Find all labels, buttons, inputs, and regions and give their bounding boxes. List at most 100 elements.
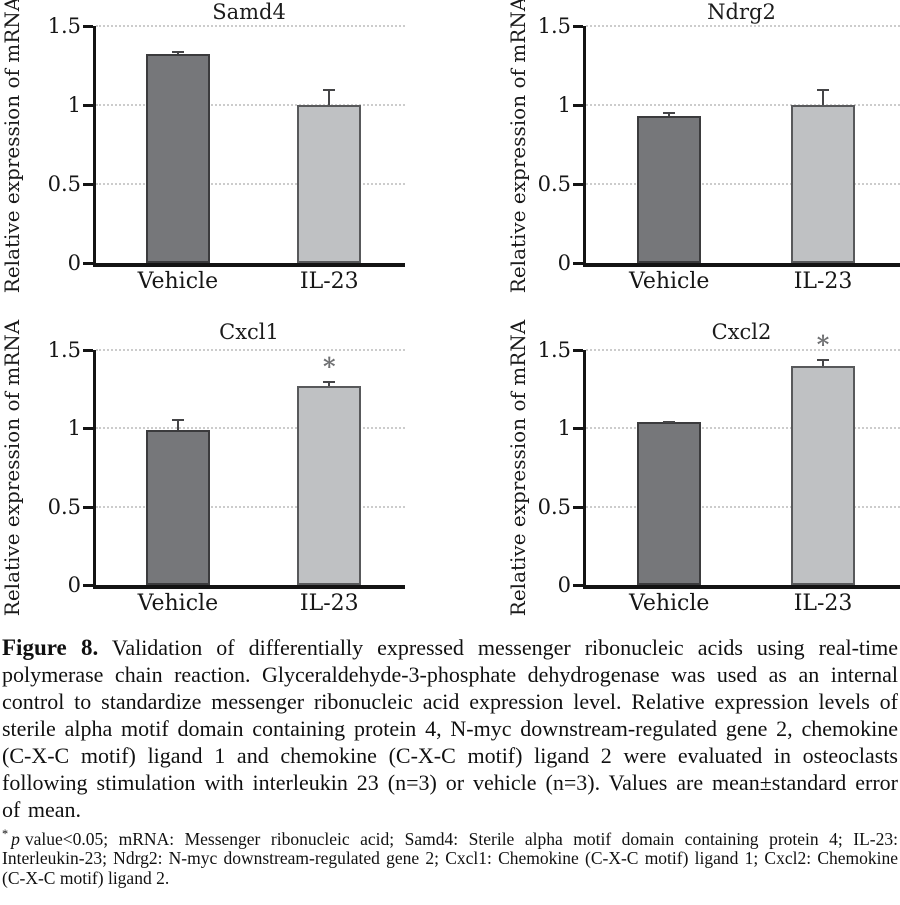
y-axis-label: Relative expression of mRNA [0,0,24,293]
bar-vehicle [637,422,702,585]
y-tick-label: 1.5 [537,14,571,38]
y-tick-label: 1.5 [537,338,571,362]
error-bar [822,89,825,105]
y-tick-mark [573,584,583,587]
significance-asterisk: * [323,352,336,382]
chart-panel-cxcl1: Cxcl1 Relative expression of mRNA * 0 0.5… [0,300,450,628]
y-tick-label: 0 [557,251,571,275]
plot-area [583,25,900,267]
bar-il-23 [791,365,856,585]
x-category-label: Vehicle [137,591,219,616]
error-bar [328,381,331,387]
y-tick-label: 1 [67,93,81,117]
y-gridline [586,349,900,351]
y-tick-mark [83,183,93,186]
error-bar-cap [323,89,336,92]
error-bar [176,418,179,430]
footnote-text: value<0.05; mRNA: Messenger ribonucleic … [2,828,898,888]
chart-panel-samd4: Samd4 Relative expression of mRNA 0 0.5 1 1… [0,0,450,300]
y-tick-mark [573,427,583,431]
y-gridline [586,104,900,106]
y-gridline [96,427,405,430]
x-category-label: IL-23 [299,591,359,616]
chart-title: Cxcl1 [219,320,279,344]
y-tick-mark [573,262,583,265]
error-bar [328,89,331,105]
y-gridline [586,25,900,27]
y-gridline [96,25,405,27]
bar-vehicle [145,429,210,585]
error-bar-cap [171,418,184,421]
x-category-label: IL-23 [299,269,359,294]
y-tick-mark [573,25,583,28]
error-bar-cap [817,89,830,92]
y-tick-mark [573,505,583,509]
y-tick-label: 1.5 [47,14,81,38]
y-tick-label: 0.5 [47,494,81,519]
figure-caption-text: Validation of differentially expressed m… [2,635,898,822]
chart-panel-cxcl2: Cxcl2 Relative expression of mRNA * 0 0.5… [450,300,900,628]
error-bar-cap [171,51,184,54]
y-axis-label-wrap: Relative expression of mRNA [503,319,533,615]
y-axis-label-wrap: Relative expression of mRNA [503,0,533,293]
plot-area: * [583,332,900,589]
y-tick-mark [573,349,583,352]
chart-title: Ndrg2 [707,0,776,24]
y-tick-mark [83,262,93,265]
plot-area [93,25,405,267]
y-tick-mark [83,584,93,587]
error-bar-cap [323,381,336,384]
y-tick-label: 0.5 [537,494,571,519]
y-tick-label: 0 [67,573,81,597]
y-gridline [96,104,405,106]
y-gridline [586,183,900,185]
y-tick-label: 0.5 [47,172,81,196]
y-tick-mark [83,349,93,352]
bar-il-23 [297,105,362,263]
error-bar-cap [663,112,676,115]
y-axis-label: Relative expression of mRNA [506,0,530,293]
error-bar [822,358,825,366]
y-tick-label: 0 [67,251,81,275]
y-axis-label-wrap: Relative expression of mRNA [0,319,27,615]
x-category-label: Vehicle [628,269,710,294]
error-bar-cap [663,420,676,423]
y-tick-label: 1 [557,416,571,441]
x-category-label: IL-23 [793,269,853,294]
y-tick-mark [83,25,93,28]
chart-panel-ndrg2: Ndrg2 Relative expression of mRNA 0 0.5 1 1… [450,0,900,300]
y-gridline [96,183,405,185]
figure-8-chart-grid: Samd4 Relative expression of mRNA 0 0.5 1 1… [0,0,900,628]
footnote-p-symbol: p [11,828,20,849]
figure-caption-label: Figure 8. [2,635,99,660]
y-tick-mark [573,183,583,186]
bar-vehicle [145,54,210,263]
bar-vehicle [637,116,702,263]
y-gridline [586,505,900,508]
figure-caption: Figure 8. Validation of differentially e… [2,634,898,823]
significance-marker: * [2,827,9,841]
y-axis-label-wrap: Relative expression of mRNA [0,0,27,293]
chart-title: Cxcl2 [711,320,772,344]
error-bar-cap [817,358,830,361]
y-tick-label: 0 [557,573,571,597]
y-tick-mark [83,104,93,107]
y-gridline [586,427,900,430]
x-category-label: Vehicle [137,269,219,294]
figure-footnote: * p value<0.05; mRNA: Messenger ribonuclei… [2,825,898,888]
bar-il-23 [791,105,856,263]
bar-il-23 [297,386,362,585]
y-tick-label: 1 [557,93,571,117]
y-gridline [96,349,405,351]
y-tick-label: 1 [67,416,81,441]
plot-area: * [93,349,405,589]
y-tick-mark [573,104,583,107]
y-tick-mark [83,427,93,431]
significance-asterisk: * [816,329,830,359]
y-gridline [96,505,405,508]
chart-title: Samd4 [212,0,286,24]
y-tick-mark [83,505,93,509]
x-category-label: Vehicle [628,591,710,616]
y-tick-label: 1.5 [47,338,81,362]
